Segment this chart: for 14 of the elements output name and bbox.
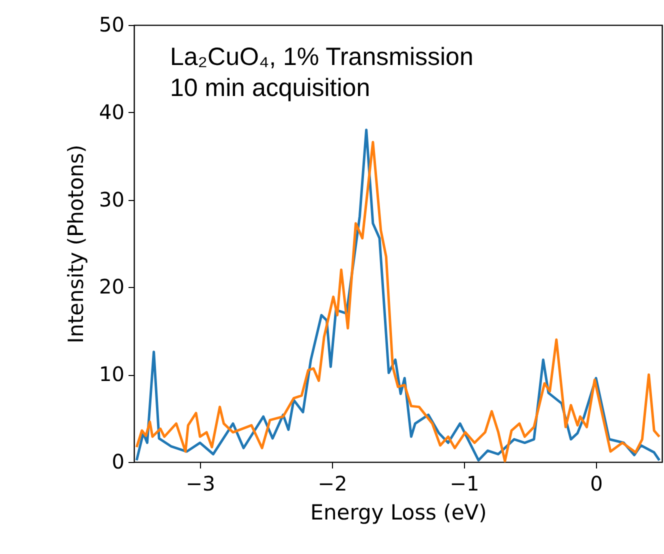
x-tick-label: −1 xyxy=(450,472,480,496)
y-tick-label: 40 xyxy=(99,100,124,124)
y-tick-label: 50 xyxy=(99,12,124,36)
annotation: La₂CuO₄, 1% Transmission xyxy=(170,43,474,71)
x-axis-title: Energy Loss (eV) xyxy=(310,500,487,524)
y-tick-label: 30 xyxy=(99,187,124,212)
x-tick-label: −3 xyxy=(186,472,216,496)
x-tick-label: −2 xyxy=(318,472,348,496)
y-axis-title: Intensity (Photons) xyxy=(64,144,88,344)
annotation: 10 min acquisition xyxy=(170,74,370,102)
x-tick-label: 0 xyxy=(590,472,603,496)
y-tick-label: 20 xyxy=(99,274,124,299)
y-tick-label: 0 xyxy=(112,450,124,474)
y-tick-label: 10 xyxy=(99,362,124,386)
